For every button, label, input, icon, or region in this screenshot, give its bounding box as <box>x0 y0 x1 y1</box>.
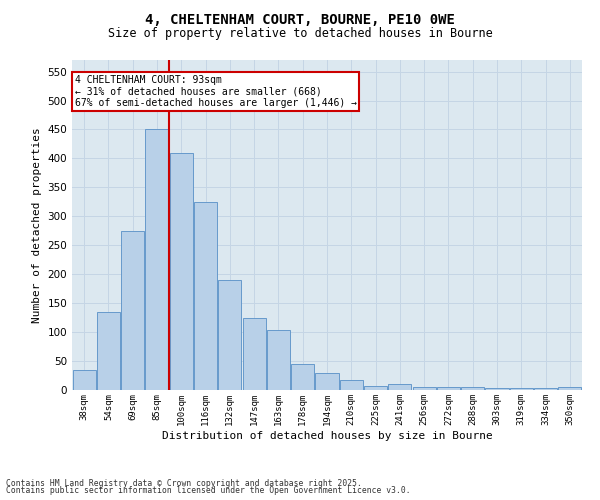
Text: 4, CHELTENHAM COURT, BOURNE, PE10 0WE: 4, CHELTENHAM COURT, BOURNE, PE10 0WE <box>145 12 455 26</box>
Bar <box>291 364 314 390</box>
Bar <box>316 372 338 390</box>
Bar <box>242 318 266 390</box>
Text: Contains public sector information licensed under the Open Government Licence v3: Contains public sector information licen… <box>6 486 410 495</box>
Bar <box>121 231 144 390</box>
Bar <box>267 330 290 390</box>
Bar <box>340 380 363 390</box>
Bar <box>364 386 387 390</box>
Bar <box>485 388 509 390</box>
Y-axis label: Number of detached properties: Number of detached properties <box>32 127 42 323</box>
Bar <box>170 152 193 390</box>
Bar <box>559 386 581 390</box>
X-axis label: Distribution of detached houses by size in Bourne: Distribution of detached houses by size … <box>161 430 493 440</box>
Bar <box>73 370 95 390</box>
Bar <box>388 384 412 390</box>
Text: Contains HM Land Registry data © Crown copyright and database right 2025.: Contains HM Land Registry data © Crown c… <box>6 478 362 488</box>
Bar <box>461 387 484 390</box>
Bar <box>145 130 169 390</box>
Bar <box>218 280 241 390</box>
Bar <box>194 202 217 390</box>
Bar <box>534 388 557 390</box>
Bar <box>437 387 460 390</box>
Bar <box>510 388 533 390</box>
Bar <box>97 312 120 390</box>
Text: Size of property relative to detached houses in Bourne: Size of property relative to detached ho… <box>107 28 493 40</box>
Bar <box>413 387 436 390</box>
Text: 4 CHELTENHAM COURT: 93sqm
← 31% of detached houses are smaller (668)
67% of semi: 4 CHELTENHAM COURT: 93sqm ← 31% of detac… <box>74 75 356 108</box>
